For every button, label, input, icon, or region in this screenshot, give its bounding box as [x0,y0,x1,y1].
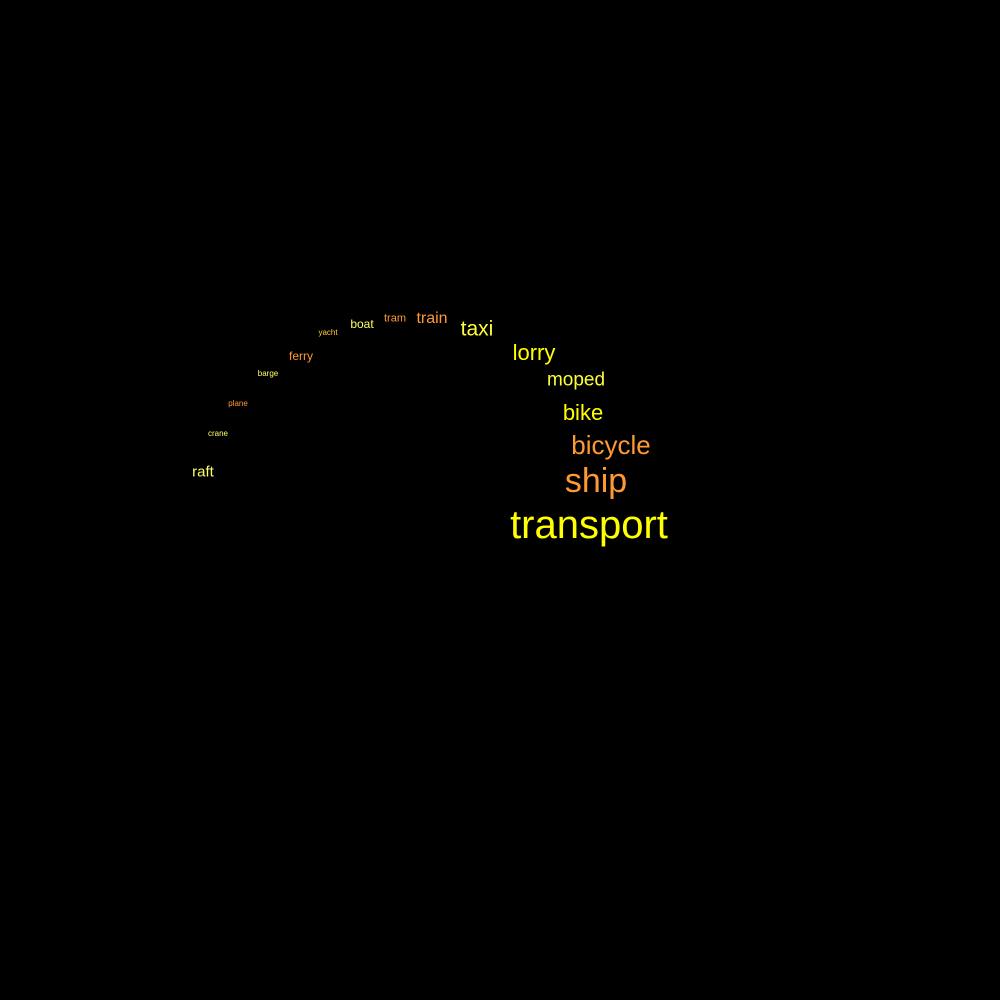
word-transport: transport [510,503,668,547]
word-tram: tram [384,312,406,325]
word-ferry: ferry [289,349,313,363]
word-lorry: lorry [512,340,556,365]
word-crane: crane [207,429,229,438]
word-yacht: yacht [318,328,338,337]
word-boat: boat [350,317,374,331]
word-raft: raft [192,463,214,481]
word-train: train [416,310,448,327]
word-plane: plane [228,399,248,408]
word-ship: ship [564,462,628,500]
word-moped: moped [546,369,606,391]
word-bike: bike [562,400,604,425]
word-barge: barge [257,369,279,378]
word-taxi: taxi [460,317,494,341]
word-bicycle: bicycle [571,430,651,460]
